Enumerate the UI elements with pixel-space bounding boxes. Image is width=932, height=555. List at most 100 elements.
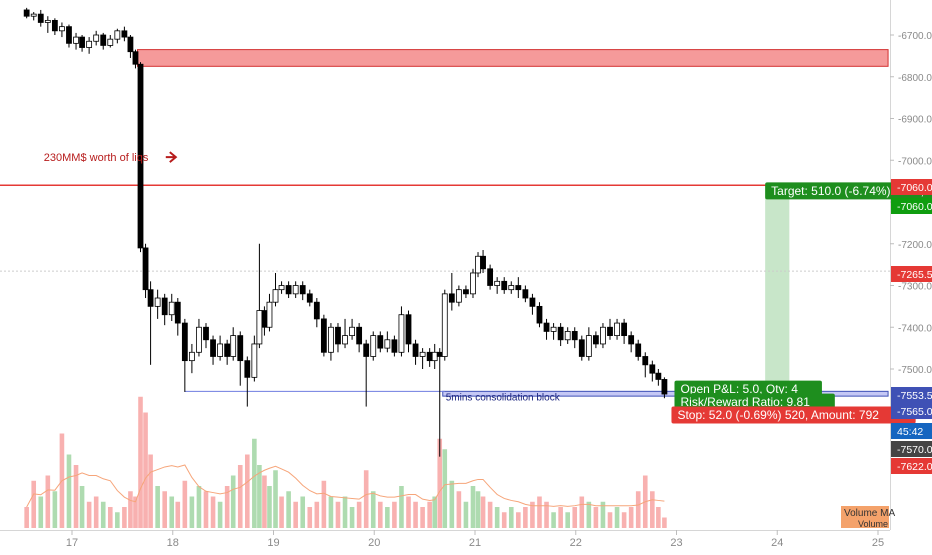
candle-body — [73, 36, 79, 44]
candle-body — [51, 19, 58, 32]
volume-bar — [279, 496, 284, 528]
volume-ma-line — [26, 464, 665, 508]
volume-bar — [273, 470, 278, 528]
candle-body — [463, 289, 469, 295]
volume-bar — [189, 496, 195, 528]
volume-bar — [86, 501, 92, 528]
candle-body — [132, 51, 139, 65]
candle-body — [529, 297, 536, 307]
candle-body — [147, 289, 154, 307]
x-tick-label: 24 — [771, 537, 783, 549]
candle-body — [536, 305, 543, 324]
volume-bar — [217, 501, 223, 528]
volume-bar — [385, 507, 390, 528]
volume-bar — [449, 480, 455, 528]
volume-bar — [370, 491, 376, 528]
candle-body — [306, 293, 313, 303]
volume-bar — [252, 438, 257, 528]
volume-bar — [656, 507, 661, 528]
price-tag: -7570.0 — [897, 444, 932, 456]
stop-label: Stop: 52.0 (-0.69%) 520, Amount: 792 — [677, 408, 879, 422]
y-tick-label: -7500.0 — [898, 365, 932, 376]
volume-bar — [501, 512, 507, 528]
price-tag: -7265.5 — [897, 269, 932, 281]
target-label-bg — [765, 182, 932, 200]
candle-body — [475, 255, 481, 274]
price-tag-bg — [891, 387, 932, 403]
x-tick-label: 20 — [368, 537, 380, 549]
candle-body — [261, 310, 268, 328]
volume-bar — [621, 512, 627, 528]
volume-bar — [413, 501, 418, 528]
candle-body — [655, 372, 662, 380]
candle-body — [356, 326, 363, 345]
volume-bar — [196, 486, 202, 528]
volume-bar — [530, 501, 535, 528]
volume-bar — [138, 396, 143, 528]
candle-body — [384, 339, 391, 349]
volume-bar — [356, 501, 362, 528]
candle-body — [292, 285, 299, 295]
volume-bar — [614, 507, 620, 528]
volume-bar — [442, 449, 448, 528]
candle-body — [600, 326, 606, 345]
candle-body — [79, 36, 85, 48]
volume-bar — [321, 480, 327, 528]
supply-zone — [136, 49, 889, 67]
y-tick-label: -6900.0 — [898, 115, 932, 126]
volume-bar — [162, 491, 167, 528]
volume-bar — [494, 507, 500, 528]
volume-legend-bg — [841, 519, 889, 528]
candle-body — [37, 13, 44, 23]
candle-body — [203, 326, 209, 341]
volume-ma-legend: Volume MA — [844, 508, 895, 519]
candle-body — [127, 36, 134, 53]
candle-body — [342, 335, 348, 345]
candle-body — [391, 339, 398, 353]
volume-bar — [399, 486, 404, 528]
y-tick-label: -6700.0 — [898, 31, 932, 42]
volume-bar — [115, 512, 120, 528]
candle-body — [419, 351, 426, 357]
candle-body — [436, 351, 443, 357]
volume-bar — [544, 501, 549, 528]
candle-body — [224, 343, 231, 357]
price-tag: -7060.0 — [897, 182, 932, 194]
volume-bar — [257, 465, 262, 528]
candle-body — [426, 351, 433, 362]
volume-bar — [300, 496, 306, 528]
candle-body — [161, 297, 168, 316]
volume-bar — [328, 496, 334, 528]
zone-label: 5mins consolidation block — [446, 392, 561, 403]
candle-body — [593, 335, 599, 345]
candle-body — [543, 322, 550, 332]
volume-bar — [607, 512, 613, 528]
volume-bar — [470, 486, 476, 528]
candle-body — [578, 339, 585, 357]
volume-bar — [558, 507, 563, 528]
volume-bar — [314, 501, 320, 528]
volume-bar — [203, 491, 209, 528]
candle-body — [448, 293, 455, 303]
candle-body — [181, 322, 188, 362]
x-tick-label: 23 — [670, 537, 682, 549]
volume-bar — [237, 465, 243, 528]
candle-body — [550, 326, 557, 332]
candle-body — [564, 331, 571, 341]
volume-bar — [107, 507, 113, 528]
volume-bar — [572, 507, 578, 528]
candle-body — [494, 280, 501, 286]
volume-bar — [224, 486, 230, 528]
candle-body — [642, 356, 649, 366]
volume-bar — [456, 491, 462, 528]
volume-bar — [286, 491, 291, 528]
price-tag-bg — [891, 179, 932, 195]
candle-body — [571, 331, 578, 341]
volume-bar — [437, 438, 443, 528]
candle-body — [59, 26, 65, 32]
volume-bar — [537, 496, 542, 528]
volume-bar — [230, 475, 236, 528]
price-tag-bg — [891, 266, 932, 282]
